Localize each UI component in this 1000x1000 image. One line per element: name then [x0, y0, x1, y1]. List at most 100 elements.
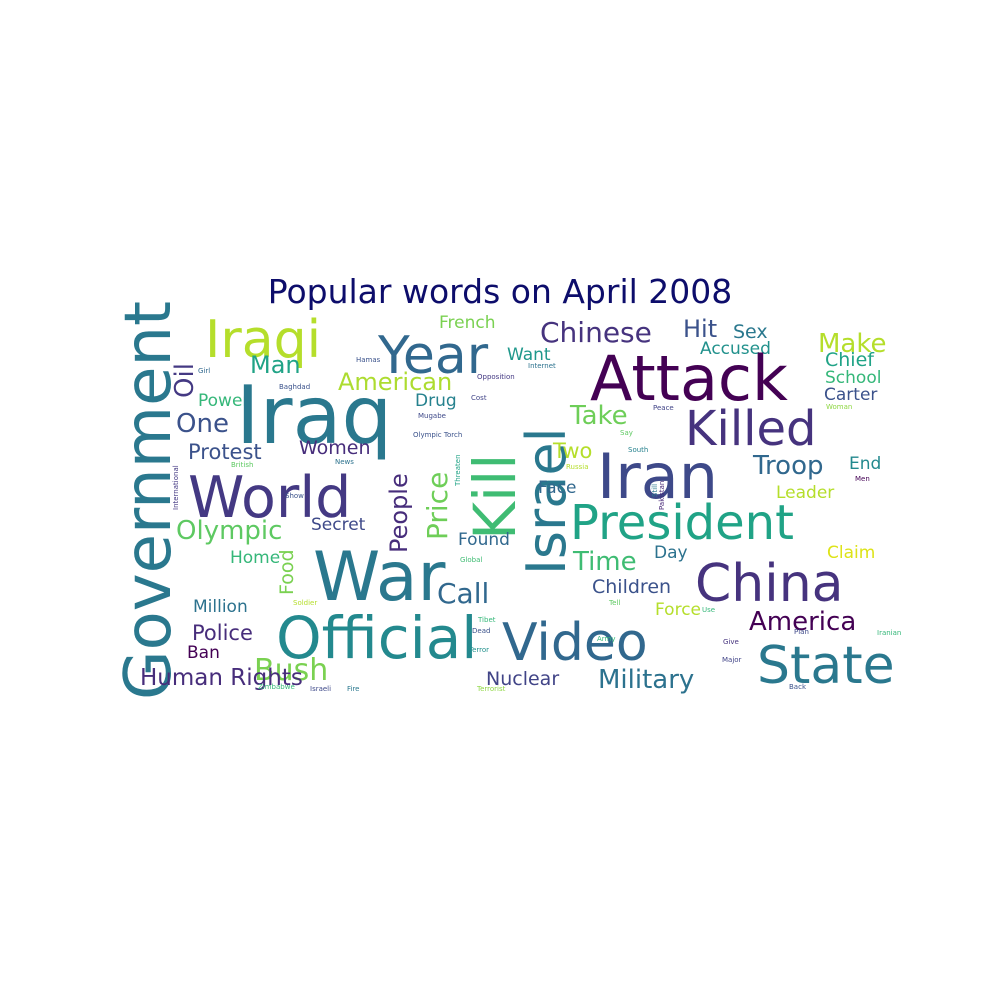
- word-killed: Killed: [685, 401, 816, 457]
- word-israel: Israel: [515, 427, 578, 575]
- word-america: America: [749, 607, 856, 637]
- word-make: Make: [818, 329, 887, 359]
- word-russia: Russia: [566, 463, 589, 471]
- word-man: Man: [250, 351, 301, 379]
- word-claim: Claim: [827, 543, 875, 563]
- word-day: Day: [654, 543, 688, 563]
- word-threaten: Threaten: [454, 454, 462, 487]
- word-news: News: [335, 458, 354, 466]
- word-police: Police: [192, 621, 253, 645]
- word-british: British: [231, 461, 253, 469]
- word-women: Women: [299, 437, 371, 459]
- word-state: State: [757, 636, 895, 696]
- word-tell: Tell: [608, 599, 620, 607]
- word-time: Time: [572, 547, 637, 577]
- word-government: Government: [112, 301, 186, 700]
- word-china: China: [695, 554, 844, 614]
- word-global: Global: [460, 556, 482, 564]
- word-iraqi: Iraqi: [205, 310, 321, 370]
- word-protest: Protest: [188, 440, 262, 464]
- word-military: Military: [598, 665, 694, 695]
- word-use: Use: [702, 606, 715, 614]
- word-still: Still: [651, 484, 659, 497]
- word-army: Army: [597, 635, 616, 643]
- word-force: Force: [655, 600, 701, 620]
- word-carter: Carter: [824, 385, 877, 405]
- word-face: Face: [538, 478, 576, 498]
- word-troop: Troop: [752, 451, 824, 481]
- word-home: Home: [230, 548, 280, 568]
- chart-title: Popular words on April 2008: [267, 272, 733, 311]
- word-power: Power: [198, 391, 249, 411]
- word-girl: Girl: [198, 367, 210, 375]
- word-official: Official: [276, 604, 477, 672]
- word-iraq: Iraq: [236, 369, 392, 462]
- word-war: War: [313, 538, 446, 617]
- word-bush: Bush: [254, 653, 328, 688]
- word-two: Two: [552, 439, 592, 463]
- word-olympic-torch: Olympic Torch: [413, 431, 462, 439]
- word-men: Men: [855, 475, 870, 483]
- word-children: Children: [592, 576, 671, 598]
- word-zimbabwe: Zimbabwe: [258, 683, 295, 691]
- word-cost: Cost: [471, 394, 487, 402]
- word-show: Show: [285, 492, 304, 500]
- word-million: Million: [193, 597, 248, 617]
- word-major: Major: [722, 656, 742, 664]
- word-secret: Secret: [311, 515, 366, 535]
- word-international: International: [172, 465, 180, 510]
- word-terror: Terror: [468, 646, 489, 654]
- word-hamas: Hamas: [356, 356, 381, 364]
- word-take: Take: [569, 401, 628, 431]
- word-say: Say: [620, 429, 633, 437]
- word-video: Video: [502, 613, 648, 673]
- word-chief: Chief: [825, 349, 875, 371]
- word-school: School: [825, 368, 881, 388]
- word-fire: Fire: [347, 685, 360, 693]
- word-kill: Kill: [461, 454, 529, 540]
- word-sex: Sex: [733, 321, 768, 343]
- word-chinese: Chinese: [540, 316, 652, 349]
- word-want: Want: [507, 345, 551, 365]
- word-woman: Woman: [826, 403, 852, 411]
- word-nuclear: Nuclear: [486, 668, 559, 690]
- word-attack: Attack: [590, 342, 788, 415]
- word-south: South: [628, 446, 648, 454]
- word-dead: Dead: [472, 627, 490, 635]
- word-back: Back: [789, 683, 807, 691]
- word-call: Call: [437, 577, 489, 610]
- word-baghdad: Baghdad: [279, 383, 310, 391]
- word-president: President: [570, 495, 794, 551]
- word-people: People: [385, 473, 413, 553]
- word-price: Price: [421, 472, 454, 540]
- word-internet: Internet: [528, 362, 556, 370]
- word-soldier: Soldier: [293, 599, 317, 607]
- word-accused: Accused: [700, 339, 771, 359]
- word-hit: Hit: [683, 315, 717, 343]
- word-mugabe: Mugabe: [418, 412, 446, 420]
- word-peace: Peace: [653, 404, 674, 412]
- word-french: French: [439, 313, 496, 333]
- word-found: Found: [458, 530, 510, 550]
- word-leader: Leader: [776, 483, 834, 503]
- word-iranian: Iranian: [877, 629, 901, 637]
- word-terrorist: Terrorist: [476, 685, 506, 693]
- word-israeli: Israeli: [310, 685, 331, 693]
- word-oil: Oil: [170, 363, 200, 398]
- word-plan: Plan: [794, 628, 809, 636]
- word-tibet: Tibet: [477, 616, 496, 624]
- word-olympic: Olympic: [176, 516, 282, 546]
- word-iran: Iran: [597, 440, 718, 513]
- word-opposition: Opposition: [477, 373, 515, 381]
- word-world: World: [188, 465, 351, 531]
- word-ban: Ban: [187, 643, 220, 663]
- word-end: End: [849, 454, 881, 474]
- word-human-rights: Human Rights: [140, 665, 303, 691]
- word-pakistan: Pakistan: [658, 481, 666, 510]
- word-american: American: [338, 368, 452, 396]
- word-food: Food: [276, 549, 298, 595]
- word-give: Give: [723, 638, 739, 646]
- word-drug: Drug: [415, 391, 457, 411]
- word-year: Year: [377, 326, 489, 386]
